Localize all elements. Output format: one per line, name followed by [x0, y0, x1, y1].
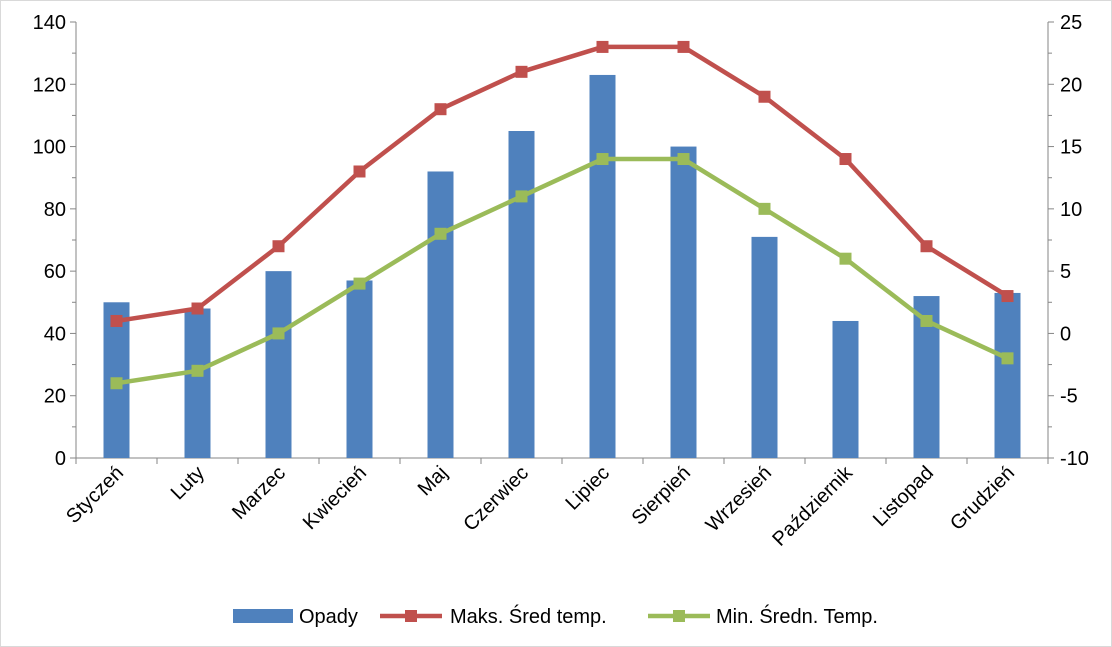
series-point-1 [596, 40, 609, 53]
left-axis-tick-label: 60 [44, 261, 66, 283]
series-point-2 [515, 190, 528, 203]
left-axis-tick-label: 120 [33, 74, 66, 96]
right-axis-tick-label: 20 [1060, 74, 1082, 96]
series-point-1 [515, 65, 528, 78]
series-point-1 [920, 240, 933, 253]
left-axis-tick-label: 40 [44, 323, 66, 345]
bar-opady [589, 74, 616, 458]
bar-opady [346, 280, 373, 458]
left-axis-tick-label: 20 [44, 386, 66, 408]
series-point-1 [758, 90, 771, 103]
right-axis-tick-label: 10 [1060, 199, 1082, 221]
series-point-1 [677, 40, 690, 53]
bar-opady [427, 171, 454, 458]
right-axis-tick-label: 25 [1060, 12, 1082, 34]
series-point-2 [191, 364, 204, 377]
bar-opady [184, 308, 211, 458]
series-point-2 [353, 277, 366, 290]
x-axis-tick-label: Październik [768, 461, 857, 550]
bar-opady [670, 146, 697, 459]
right-axis-tick-label: 5 [1060, 261, 1071, 283]
x-axis-tick-label: Lipiec [562, 462, 615, 515]
x-axis-tick-label: Czerwiec [459, 462, 533, 536]
series-point-2 [110, 377, 123, 390]
legend-swatch-opady [233, 609, 293, 623]
series-point-1 [1001, 290, 1014, 303]
bar-opady [832, 320, 859, 458]
legend-label-opady: Opady [299, 606, 358, 628]
series-point-1 [839, 153, 852, 166]
series-point-2 [596, 153, 609, 166]
series-point-2 [1001, 352, 1014, 365]
x-axis-tick-label: Styczeń [62, 462, 128, 528]
right-axis-tick-label: 0 [1060, 323, 1071, 345]
series-point-1 [110, 314, 123, 327]
left-axis-tick-label: 100 [33, 137, 66, 159]
series-point-1 [272, 240, 285, 253]
legend-marker-min-temp [673, 610, 685, 622]
bar-opady [508, 131, 535, 458]
series-point-1 [191, 302, 204, 315]
series-line-2 [116, 156, 1009, 386]
x-axis-tick-label: Luty [167, 462, 209, 504]
bar-opady [994, 292, 1021, 458]
bar-opady [265, 271, 292, 458]
series-point-1 [353, 165, 366, 178]
right-axis-tick-label: -10 [1060, 448, 1089, 470]
series-point-2 [272, 327, 285, 340]
x-axis-tick-label: Wrzesień [702, 462, 776, 536]
series-line-1 [116, 44, 1009, 324]
x-axis-tick-label: Maj [414, 462, 452, 500]
x-axis-tick-label: Kwiecień [299, 462, 371, 534]
x-axis-tick-label: Grudzień [946, 462, 1019, 535]
left-axis-tick-label: 0 [55, 448, 66, 470]
series-point-2 [758, 202, 771, 215]
left-axis-tick-label: 80 [44, 199, 66, 221]
legend-marker-max-temp [405, 610, 417, 622]
left-axis-tick-label: 140 [33, 12, 66, 34]
series-point-2 [434, 227, 447, 240]
x-axis-tick-label: Listopad [869, 462, 938, 531]
series-point-2 [920, 314, 933, 327]
legend-label-min-temp: Min. Średn. Temp. [716, 604, 878, 628]
bar-opady [751, 236, 778, 458]
series-point-2 [839, 252, 852, 265]
right-axis-tick-label: 15 [1060, 137, 1082, 159]
x-axis-tick-label: Marzec [228, 462, 290, 524]
legend-label-max-temp: Maks. Śred temp. [450, 604, 607, 628]
series-point-1 [434, 103, 447, 116]
right-axis-tick-label: -5 [1060, 386, 1078, 408]
series-point-2 [677, 153, 690, 166]
x-axis-tick-label: Sierpień [628, 462, 695, 529]
